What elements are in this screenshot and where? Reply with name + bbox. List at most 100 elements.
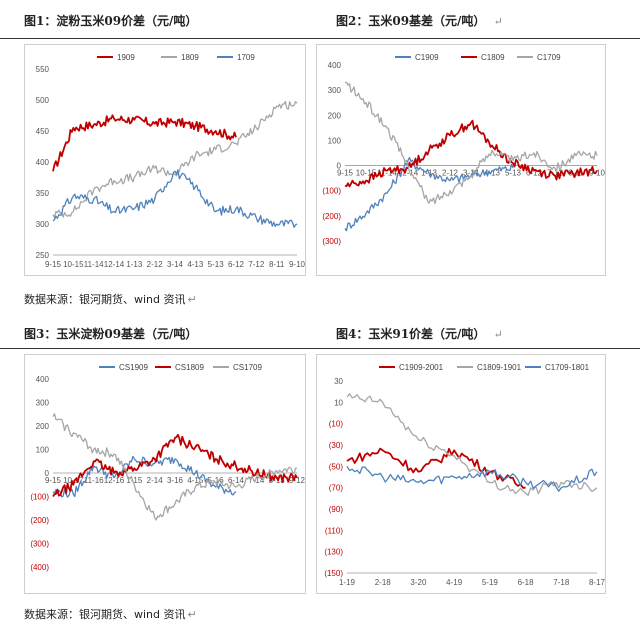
x-tick-label: 3-14 xyxy=(167,260,184,269)
y-tick-label: (100) xyxy=(322,187,341,196)
y-tick-label: 0 xyxy=(45,469,50,478)
y-tick-label: 400 xyxy=(328,61,342,70)
x-tick-label: 7-12 xyxy=(547,169,564,178)
fig4-panel: (150) (130) (110) (90) (70) (50) (30) (10) 10 30 1… xyxy=(316,354,606,594)
legend-label: 1709 xyxy=(237,53,255,62)
y-tick-label: (30) xyxy=(329,441,344,450)
fig3-chart: (400) (300) (200) (100) 0 100 200 300 400 9-15 10-… xyxy=(30,363,306,572)
x-tick-label: 5-19 xyxy=(482,578,499,587)
x-tick-label: 9-12 xyxy=(289,476,306,485)
x-tick-label: 8-17 xyxy=(589,578,606,587)
y-tick-label: 100 xyxy=(36,446,50,455)
series-line-CS1809 xyxy=(52,433,298,498)
x-tick-label: 2-12 xyxy=(147,260,164,269)
source-note-bottom: 数据来源：银河期货、wind 资讯 ↵ xyxy=(24,606,197,622)
y-tick-label: (70) xyxy=(329,484,344,493)
x-tick-label: 9-10 xyxy=(289,260,306,269)
y-tick-label: 30 xyxy=(334,377,343,386)
x-tick-label: 12-14 xyxy=(104,260,125,269)
y-tick-label: (50) xyxy=(329,462,344,471)
legend-label: C1909 xyxy=(415,53,439,62)
series-line-1709 xyxy=(52,169,298,228)
y-tick-label: 250 xyxy=(36,251,50,260)
return-mark: ↵ xyxy=(493,328,503,341)
series-line-C1909 xyxy=(344,156,514,232)
y-tick-label: (100) xyxy=(30,493,49,502)
legend-label: CS1909 xyxy=(119,363,148,372)
x-tick-label: 1-15 xyxy=(126,476,143,485)
series-line-1909 xyxy=(52,114,237,172)
x-tick-label: 7-14 xyxy=(248,476,265,485)
source-text: 数据来源：银河期货、wind 资讯 xyxy=(24,608,186,621)
y-tick-label: 200 xyxy=(328,111,342,120)
x-tick-label: 8-11 xyxy=(269,260,285,269)
x-tick-label: 3-14 xyxy=(463,169,480,178)
fig4-chart: (150) (130) (110) (90) (70) (50) (30) (10) 10 30 1… xyxy=(324,363,606,587)
legend-label: 1809 xyxy=(181,53,199,62)
x-tick-label: 4-13 xyxy=(484,169,501,178)
y-tick-label: (200) xyxy=(322,212,341,221)
return-mark: ↵ xyxy=(493,15,503,28)
fig3-title-text: 图3：玉米淀粉09基差（元/吨） xyxy=(24,327,198,341)
y-tick-label: (130) xyxy=(324,548,343,557)
y-tick-label: (300) xyxy=(322,237,341,246)
series-line-C1709-1801 xyxy=(346,465,598,492)
fig1-panel: 250 300 350 400 450 500 550 9-15 10-15 11-14 12-14… xyxy=(24,44,306,276)
divider-middle xyxy=(0,348,640,349)
x-tick-label: 5-16 xyxy=(208,476,225,485)
fig3-title: 图3：玉米淀粉09基差（元/吨） xyxy=(24,325,197,342)
y-tick-label: 300 xyxy=(36,399,50,408)
legend-label: C1809-1901 xyxy=(477,363,522,372)
y-tick-label: (150) xyxy=(324,569,343,578)
legend-label: CS1709 xyxy=(233,363,262,372)
y-tick-label: (200) xyxy=(30,516,49,525)
y-tick-label: (10) xyxy=(329,420,344,429)
y-tick-label: (110) xyxy=(325,526,343,535)
legend-label: C1809 xyxy=(481,53,505,62)
fig2-chart: (300) (200) (100) 0 100 200 300 400 9-15 10-15 11-… xyxy=(322,53,606,246)
x-tick-label: 9-15 xyxy=(45,260,62,269)
x-tick-label: 6-12 xyxy=(526,169,543,178)
x-tick-label: 6-18 xyxy=(518,578,535,587)
series-line-C1809 xyxy=(344,119,598,188)
x-tick-label: 8-13 xyxy=(269,476,286,485)
y-tick-label: (300) xyxy=(30,540,49,549)
x-tick-label: 11-14 xyxy=(84,260,104,269)
x-tick-label: 1-13 xyxy=(126,260,143,269)
y-tick-label: 300 xyxy=(36,220,50,229)
fig3-panel: (400) (300) (200) (100) 0 100 200 300 400 9-15 10-… xyxy=(24,354,306,594)
return-mark: ↵ xyxy=(187,293,197,306)
y-tick-label: 0 xyxy=(337,162,342,171)
y-tick-label: (90) xyxy=(329,505,344,514)
series-line-1809 xyxy=(52,100,298,219)
fig1-chart: 250 300 350 400 450 500 550 9-15 10-15 11-14 12-14… xyxy=(36,53,306,269)
x-tick-label: 1-19 xyxy=(339,578,356,587)
x-tick-label: 3-16 xyxy=(167,476,184,485)
fig4-title-text: 图4：玉米91价差（元/吨） xyxy=(336,327,486,341)
x-tick-label: 4-15 xyxy=(187,476,204,485)
y-tick-label: 500 xyxy=(36,96,50,105)
legend-label: C1709 xyxy=(537,53,561,62)
fig4-title: 图4：玉米91价差（元/吨） ↵ xyxy=(336,325,503,342)
series-line-CS1709 xyxy=(52,413,297,521)
x-tick-label: 2-18 xyxy=(375,578,392,587)
source-text: 数据来源：银河期货、wind 资讯 xyxy=(24,293,186,306)
source-note-top: 数据来源：银河期货、wind 资讯 ↵ xyxy=(24,291,197,307)
x-tick-label: 5-13 xyxy=(505,169,522,178)
x-tick-label: 10-15 xyxy=(356,169,377,178)
x-tick-label: 11-14 xyxy=(377,169,397,178)
legend-label: CS1809 xyxy=(175,363,204,372)
x-tick-label: 2-14 xyxy=(147,476,164,485)
x-tick-label: 9-15 xyxy=(45,476,62,485)
y-tick-label: 350 xyxy=(36,189,50,198)
y-tick-label: 400 xyxy=(36,375,50,384)
x-tick-label: 9-15 xyxy=(337,169,354,178)
series-line-CS1909 xyxy=(52,455,237,498)
x-tick-label: 11-16 xyxy=(84,476,104,485)
x-tick-label: 9-10 xyxy=(589,169,606,178)
fig1-title: 图1：淀粉玉米09价差（元/吨） xyxy=(24,12,197,29)
series-line-C1709 xyxy=(344,81,598,205)
y-tick-label: 550 xyxy=(36,65,50,74)
y-tick-label: (400) xyxy=(30,563,49,572)
y-tick-label: 400 xyxy=(36,158,50,167)
